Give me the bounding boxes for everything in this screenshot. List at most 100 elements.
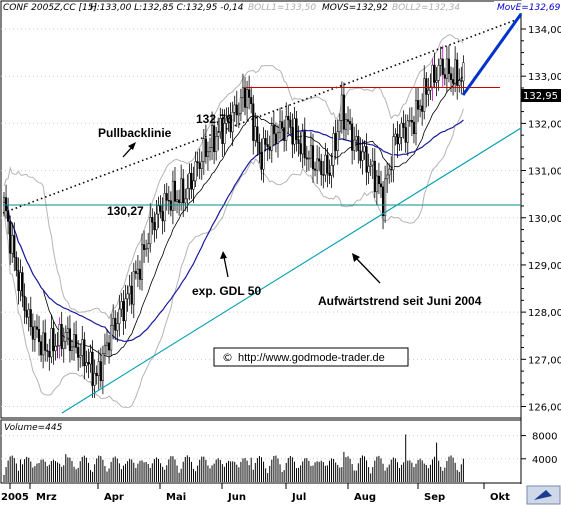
candle xyxy=(423,65,426,120)
candle xyxy=(307,150,310,171)
month-label: Aug xyxy=(354,492,376,503)
candle xyxy=(248,75,251,110)
candle-body xyxy=(398,137,401,145)
candle xyxy=(351,117,354,165)
candle-body xyxy=(276,132,280,144)
candle xyxy=(9,215,12,266)
candle xyxy=(406,114,409,156)
candle-body xyxy=(338,120,341,132)
candle xyxy=(75,320,78,354)
candle-body xyxy=(2,197,6,203)
candle xyxy=(252,95,255,155)
candle-body xyxy=(373,160,376,193)
candle xyxy=(70,339,74,361)
candle xyxy=(99,347,102,388)
candle-body xyxy=(128,285,131,295)
candle-body xyxy=(31,326,34,340)
candle-body xyxy=(408,120,411,122)
candle-body xyxy=(297,139,300,144)
candle-body xyxy=(309,145,312,159)
candle xyxy=(171,170,174,225)
header-symbol: CONF 2005Z,CC [15] xyxy=(3,3,97,13)
candle-body xyxy=(369,164,372,167)
candle xyxy=(58,317,61,359)
time-axis: 2005 Mrz Apr Mai Jun Jul Aug Sep Okt xyxy=(1,483,510,503)
candle-body xyxy=(223,123,226,144)
candle xyxy=(223,109,226,155)
chart-tool-icon[interactable] xyxy=(534,490,552,500)
candle-body xyxy=(44,332,47,351)
candle xyxy=(371,147,374,180)
candle-body xyxy=(5,197,8,212)
candle-body xyxy=(105,342,109,346)
candle xyxy=(213,115,216,165)
candle-body xyxy=(334,133,337,151)
candle xyxy=(13,222,16,272)
candle xyxy=(293,107,296,154)
candle-body xyxy=(87,362,90,365)
candle-body xyxy=(384,178,387,217)
candle-body xyxy=(211,125,214,148)
candle xyxy=(274,122,277,153)
candle-body xyxy=(330,164,333,176)
candle xyxy=(35,314,39,339)
candle-body xyxy=(149,217,152,244)
candle-body xyxy=(151,217,154,223)
candle-body xyxy=(375,175,378,193)
candle-body xyxy=(289,119,292,128)
candle xyxy=(21,266,24,308)
candle-body xyxy=(136,268,139,274)
candle-body xyxy=(62,340,65,349)
candle xyxy=(95,365,98,385)
candle-body xyxy=(215,136,218,152)
candle-body xyxy=(13,235,16,258)
candle-body xyxy=(379,183,383,188)
candle-body xyxy=(268,146,271,151)
candle xyxy=(264,129,267,152)
candle-body xyxy=(394,133,397,137)
copyright-symbol: © xyxy=(222,351,233,364)
candle xyxy=(250,86,253,114)
candle xyxy=(396,121,399,159)
candle-body xyxy=(311,145,315,170)
candle-body xyxy=(361,151,364,161)
candle-body xyxy=(110,325,113,351)
candle-body xyxy=(301,131,304,155)
candle-body xyxy=(108,342,111,351)
upper-bollinger-band xyxy=(3,34,464,320)
candle-body xyxy=(346,119,350,122)
candle-body xyxy=(157,205,160,215)
candle-body xyxy=(200,161,203,169)
candle-body xyxy=(443,74,446,79)
candle xyxy=(390,156,393,183)
candle-body xyxy=(367,166,370,173)
candle xyxy=(266,130,269,161)
candle xyxy=(105,328,109,356)
candle-body xyxy=(116,323,119,331)
candle xyxy=(340,81,343,134)
candle-body xyxy=(52,328,55,352)
month-label: Jul xyxy=(291,492,306,503)
candle-body xyxy=(371,160,374,166)
candle-body xyxy=(305,157,308,160)
candle xyxy=(101,345,104,395)
candle-body xyxy=(314,168,317,171)
candle-body xyxy=(138,268,142,280)
candle xyxy=(417,87,420,123)
candle-body xyxy=(285,116,288,141)
candle-body xyxy=(64,332,67,342)
candle-body xyxy=(291,127,294,145)
candle-body xyxy=(91,351,94,386)
candle xyxy=(402,110,405,139)
candle-body xyxy=(227,116,230,119)
candle xyxy=(435,66,438,97)
candle-body xyxy=(386,174,389,180)
candle xyxy=(81,325,84,367)
candle-body xyxy=(29,309,32,328)
candle xyxy=(198,148,201,180)
candle-body xyxy=(414,100,418,134)
candle-body xyxy=(388,168,391,176)
candle-body xyxy=(283,127,286,141)
candle xyxy=(215,126,218,161)
